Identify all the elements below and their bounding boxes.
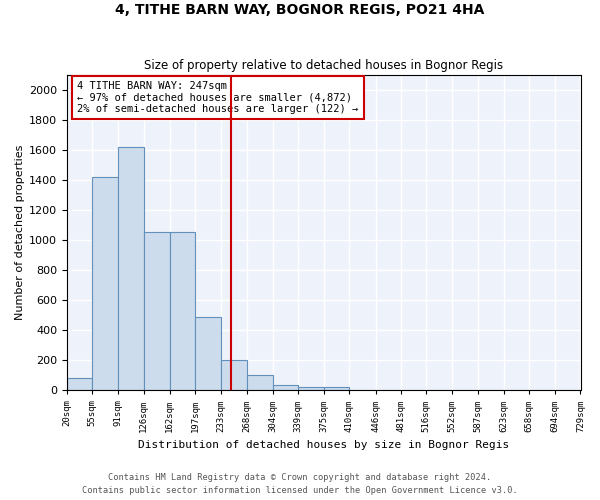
Text: Contains HM Land Registry data © Crown copyright and database right 2024.
Contai: Contains HM Land Registry data © Crown c… xyxy=(82,474,518,495)
Bar xyxy=(195,316,221,390)
Bar xyxy=(221,360,247,390)
Bar xyxy=(298,386,324,390)
Text: 4 TITHE BARN WAY: 247sqm
← 97% of detached houses are smaller (4,872)
2% of semi: 4 TITHE BARN WAY: 247sqm ← 97% of detach… xyxy=(77,81,359,114)
Bar xyxy=(247,376,272,390)
Bar xyxy=(144,232,170,390)
Bar xyxy=(272,385,298,390)
Bar xyxy=(67,378,92,390)
Bar xyxy=(324,388,349,390)
Bar xyxy=(92,177,118,390)
Bar xyxy=(118,146,144,390)
Bar xyxy=(170,232,195,390)
Title: Size of property relative to detached houses in Bognor Regis: Size of property relative to detached ho… xyxy=(144,59,503,72)
X-axis label: Distribution of detached houses by size in Bognor Regis: Distribution of detached houses by size … xyxy=(138,440,509,450)
Y-axis label: Number of detached properties: Number of detached properties xyxy=(15,145,25,320)
Text: 4, TITHE BARN WAY, BOGNOR REGIS, PO21 4HA: 4, TITHE BARN WAY, BOGNOR REGIS, PO21 4H… xyxy=(115,2,485,16)
